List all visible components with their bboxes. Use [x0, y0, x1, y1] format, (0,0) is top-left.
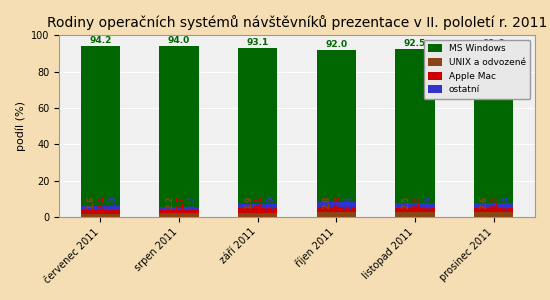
Bar: [160, 213, 199, 217]
Bar: [395, 208, 434, 212]
Y-axis label: podíl (%): podíl (%): [15, 101, 25, 151]
Bar: [81, 206, 120, 210]
Bar: [395, 203, 434, 208]
Text: 2.4: 2.4: [97, 196, 107, 209]
Bar: [238, 214, 277, 217]
Text: 92.0: 92.0: [326, 40, 348, 49]
Text: 2.6: 2.6: [480, 196, 489, 209]
Text: 1.8: 1.8: [108, 196, 118, 209]
Bar: [317, 207, 356, 212]
Text: 1.9: 1.9: [266, 196, 275, 209]
Bar: [474, 208, 513, 212]
Bar: [317, 212, 356, 217]
Bar: [160, 46, 199, 217]
Bar: [474, 212, 513, 217]
Bar: [81, 214, 120, 217]
Bar: [317, 202, 356, 207]
Text: 1.6: 1.6: [86, 196, 96, 209]
Text: 2.8: 2.8: [333, 196, 343, 209]
Bar: [395, 212, 434, 217]
Text: 2.2: 2.2: [165, 196, 174, 209]
Bar: [238, 208, 277, 214]
Bar: [238, 204, 277, 208]
Text: 2.8: 2.8: [322, 196, 332, 209]
Bar: [474, 49, 513, 217]
Bar: [160, 210, 199, 213]
Text: 2.4: 2.4: [502, 196, 511, 209]
Text: 2.4: 2.4: [412, 196, 421, 209]
Bar: [160, 207, 199, 210]
Bar: [81, 210, 120, 214]
Text: 92.6: 92.6: [482, 39, 505, 48]
Text: 2.5: 2.5: [401, 196, 410, 209]
Text: 94.0: 94.0: [168, 36, 190, 45]
Text: 2.4: 2.4: [491, 196, 500, 209]
Text: 2.4: 2.4: [344, 196, 354, 209]
Bar: [474, 203, 513, 208]
Bar: [317, 50, 356, 217]
Text: 2.6: 2.6: [423, 196, 432, 209]
Legend: MS Windows, UNIX a odvozené, Apple Mac, ostatní: MS Windows, UNIX a odvozené, Apple Mac, …: [424, 40, 531, 99]
Text: 94.2: 94.2: [89, 36, 112, 45]
Bar: [238, 48, 277, 217]
Text: 1.7: 1.7: [176, 196, 185, 209]
Text: 1.7: 1.7: [187, 196, 196, 209]
Text: 93.1: 93.1: [246, 38, 269, 47]
Text: 3.1: 3.1: [255, 196, 264, 209]
Bar: [395, 49, 434, 217]
Text: 92.5: 92.5: [404, 39, 426, 48]
Text: 1.9: 1.9: [244, 196, 253, 209]
Title: Rodiny operačních systémů návštěvníků prezentace v II. pololetí r. 2011: Rodiny operačních systémů návštěvníků pr…: [47, 15, 547, 30]
Bar: [81, 46, 120, 217]
